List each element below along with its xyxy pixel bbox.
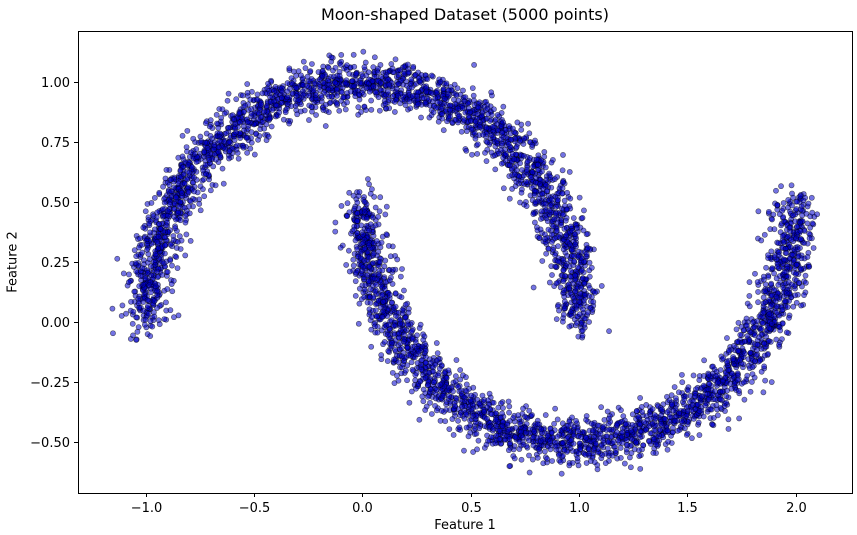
y-tick-label: 1.00: [41, 76, 70, 91]
x-tick-label: 1.5: [677, 501, 698, 516]
x-tick-label: 2.0: [786, 501, 807, 516]
x-tick-label: −1.0: [131, 501, 163, 516]
y-axis-ticks: −0.50 −0.25 0.00 0.25 0.50 0.75 1.00: [30, 76, 78, 451]
chart-title: Moon-shaped Dataset (5000 points): [321, 5, 609, 24]
y-axis-label: Feature 2: [5, 231, 21, 293]
x-tick-label: 0.0: [352, 501, 373, 516]
y-tick-label: −0.25: [30, 376, 70, 391]
x-tick-label: 1.0: [569, 501, 590, 516]
y-tick-label: 0.00: [41, 316, 70, 331]
axes-frame: [78, 31, 853, 494]
y-tick-label: 0.25: [41, 256, 70, 271]
x-axis-ticks: −1.0 −0.5 0.0 0.5 1.0 1.5 2.0: [131, 493, 807, 516]
x-tick-label: −0.5: [239, 501, 271, 516]
y-tick-label: −0.50: [30, 436, 70, 451]
y-tick-label: 0.50: [41, 196, 70, 211]
x-tick-label: 0.5: [461, 501, 482, 516]
x-axis-label: Feature 1: [434, 518, 496, 533]
scatter-points: [109, 48, 821, 477]
y-tick-label: 0.75: [41, 136, 70, 151]
